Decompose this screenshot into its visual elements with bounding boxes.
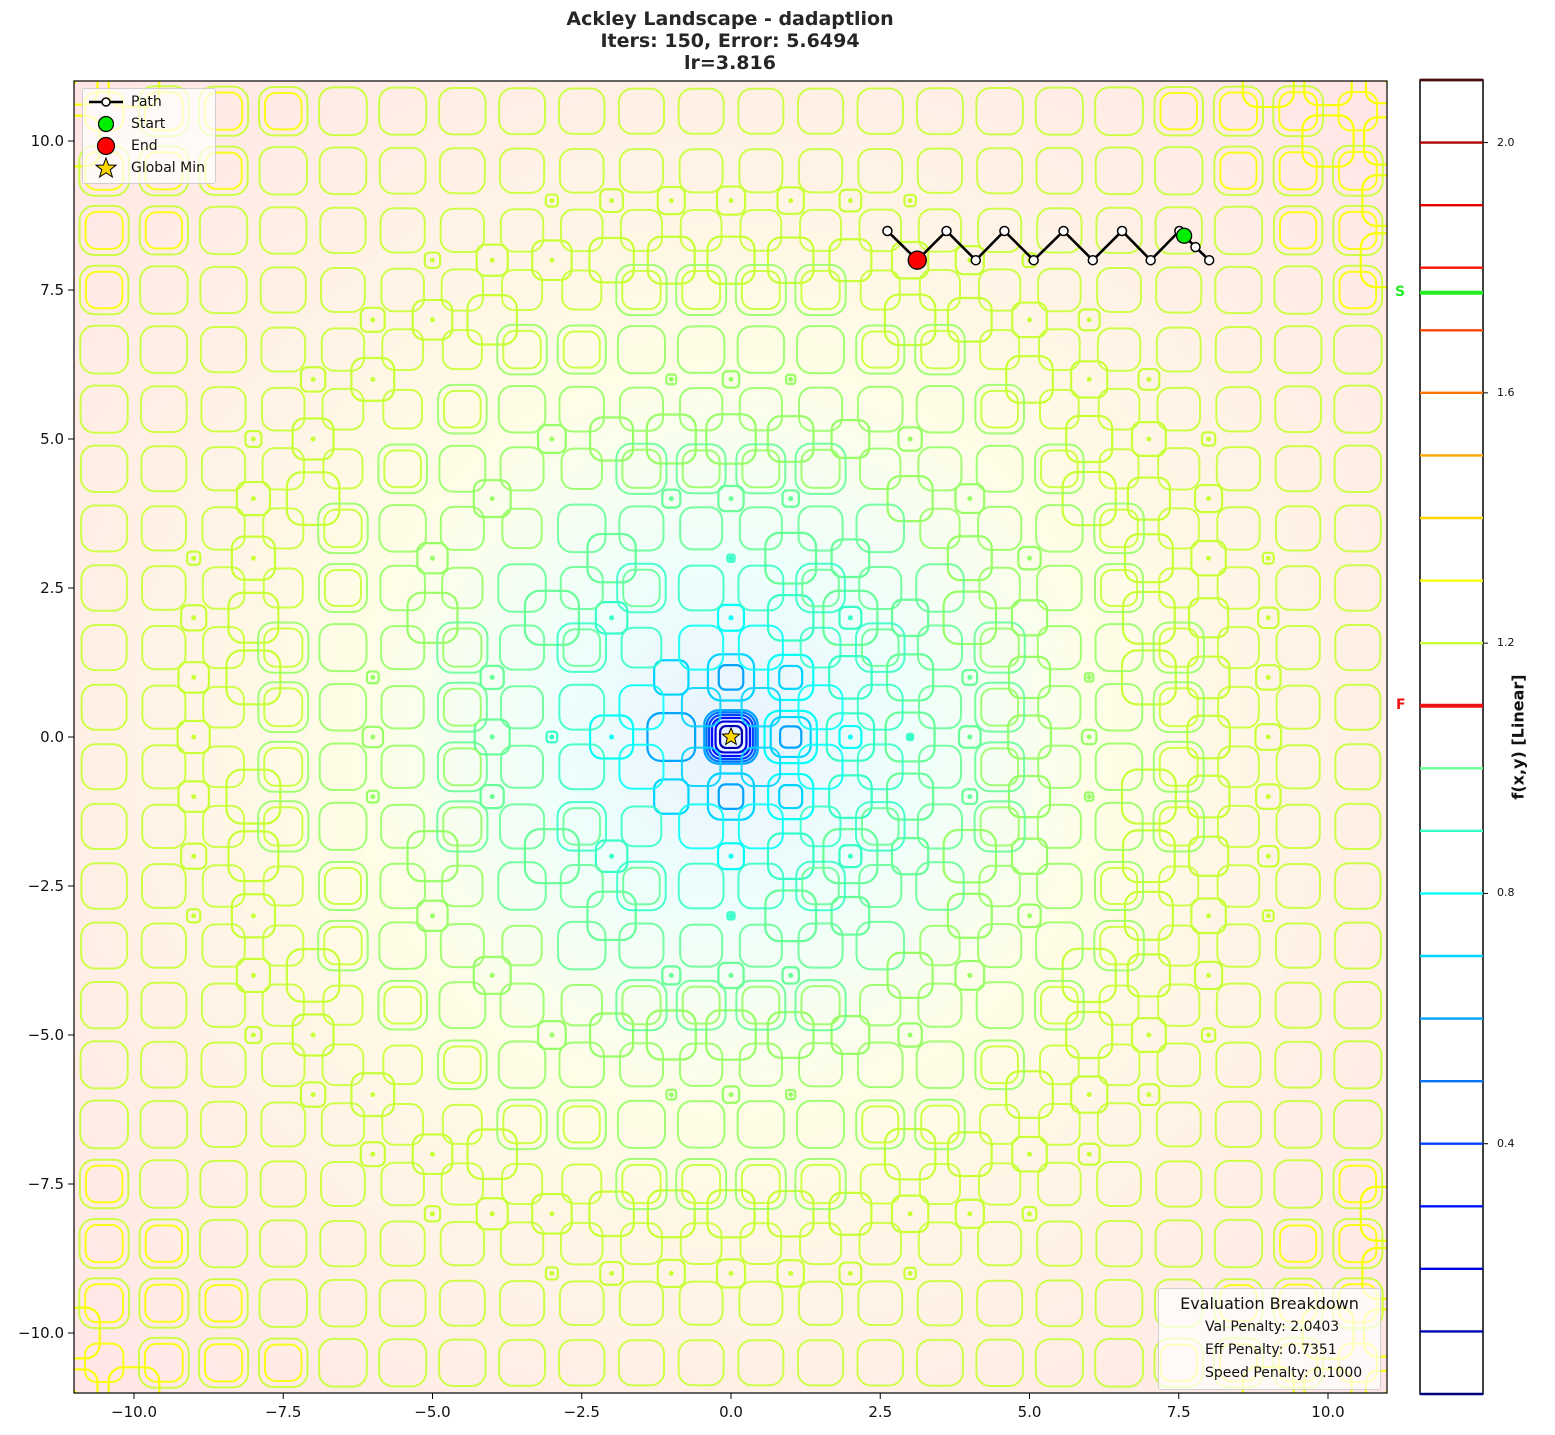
path-point — [1145, 254, 1156, 266]
colorbar-tick-label: 1.2 — [1497, 636, 1515, 650]
path-point — [970, 254, 982, 266]
legend: Path Start End Global Min — [82, 88, 216, 184]
x-tick-label: −2.5 — [563, 1403, 600, 1421]
path-point — [1087, 254, 1099, 266]
colorbar-tick-label: 0.8 — [1497, 886, 1515, 900]
colorbar-tick-label: 2.0 — [1497, 135, 1515, 149]
start-point — [1175, 227, 1193, 244]
legend-item-global-min: Global Min — [83, 156, 205, 179]
legend-label-end: End — [131, 138, 158, 154]
x-tick-label: 0.0 — [719, 1403, 743, 1421]
y-tick-label: 5.0 — [40, 430, 64, 448]
legend-item-end: End — [83, 135, 158, 157]
colorbar-tick-label: 0.4 — [1497, 1136, 1515, 1150]
evaluation-title: Evaluation Breakdown — [1180, 1294, 1359, 1313]
y-tick-label: −2.5 — [27, 877, 64, 895]
legend-label-global-min: Global Min — [131, 160, 205, 176]
y-tick-label: −5.0 — [27, 1026, 64, 1044]
axis-ticks — [68, 140, 1329, 1399]
x-tick-label: −10.0 — [111, 1403, 157, 1421]
val-penalty: Val Penalty: 2.0403 — [1205, 1319, 1340, 1335]
colorbar-label: f(x,y) [Linear] — [1508, 674, 1528, 800]
y-tick-label: 2.5 — [40, 579, 64, 597]
plot-area — [74, 81, 1387, 1393]
end-point — [907, 250, 927, 270]
path-point — [1190, 241, 1201, 253]
evaluation-breakdown-box: Evaluation Breakdown Val Penalty: 2.0403… — [1158, 1288, 1381, 1390]
colorbar-frame — [1419, 79, 1484, 1395]
path-point — [1028, 254, 1039, 266]
y-tick-label: 7.5 — [40, 281, 64, 299]
chart-title-line3: lr=3.816 — [684, 52, 776, 74]
chart-title-line1: Ackley Landscape - dadaptlion — [566, 8, 894, 30]
path-line-icon — [83, 91, 129, 113]
colorbar-final-marker: F — [1396, 696, 1406, 713]
global-min-star — [721, 726, 741, 746]
legend-label-path: Path — [131, 94, 162, 110]
end-circle-icon — [83, 135, 129, 157]
x-tick-label: 2.5 — [868, 1403, 893, 1421]
star-icon — [83, 156, 129, 179]
eff-penalty: Eff Penalty: 0.7351 — [1205, 1342, 1337, 1358]
colorbar-start-marker: S — [1395, 283, 1406, 300]
x-tick-label: 5.0 — [1017, 1403, 1042, 1421]
x-tick-label: −5.0 — [414, 1403, 451, 1421]
legend-label-start: Start — [131, 116, 166, 132]
x-tick-label: −7.5 — [265, 1403, 302, 1421]
contour-lines — [74, 81, 1387, 1393]
x-tick-label: 10.0 — [1311, 1403, 1345, 1421]
colorbar-tick-label: 1.6 — [1497, 385, 1515, 399]
y-tick-label: 10.0 — [30, 132, 64, 150]
x-tick-label: 7.5 — [1166, 1403, 1191, 1421]
start-circle-icon — [83, 113, 129, 135]
chart-title: Ackley Landscape - dadaptlion Iters: 150… — [430, 8, 1030, 74]
path-point — [1116, 225, 1128, 237]
legend-item-start: Start — [83, 113, 165, 135]
path-point — [1058, 225, 1069, 237]
y-tick-label: −10.0 — [18, 1324, 64, 1342]
y-tick-label: 0.0 — [40, 728, 64, 746]
chart-title-line2: Iters: 150, Error: 5.6494 — [600, 30, 860, 52]
y-tick-label: −7.5 — [27, 1175, 64, 1193]
optimizer-path — [721, 225, 1215, 746]
path-point — [999, 225, 1010, 237]
colorbar-levels — [1420, 78, 1488, 1396]
path-point — [1203, 254, 1215, 266]
path-point — [882, 225, 893, 237]
legend-item-path: Path — [83, 91, 162, 113]
speed-penalty: Speed Penalty: 0.1000 — [1205, 1365, 1363, 1381]
path-point — [941, 225, 952, 237]
